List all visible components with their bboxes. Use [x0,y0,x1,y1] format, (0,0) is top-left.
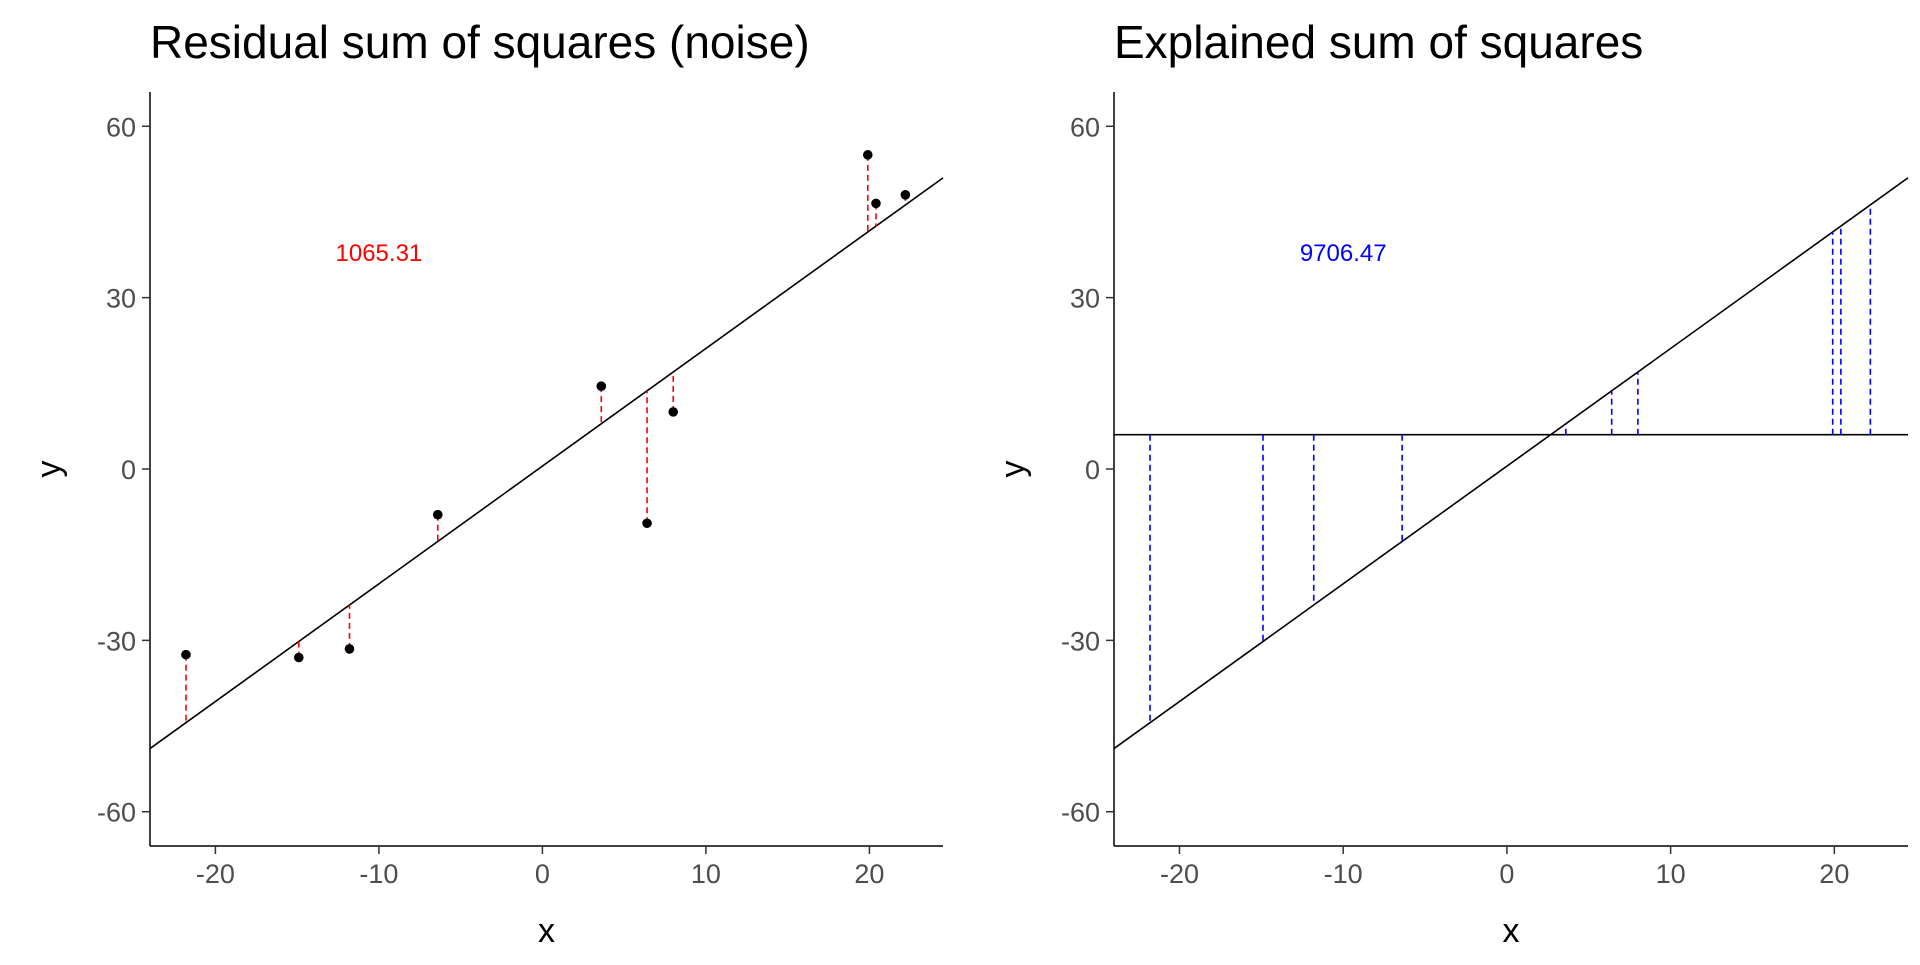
x-tick-label: 20 [854,859,884,889]
y-tick-label: -30 [97,626,136,656]
y-tick-label: 0 [1085,455,1100,485]
y-tick-label: -60 [97,798,136,828]
chart-title: Residual sum of squares (noise) [150,16,810,68]
regression-line [1113,177,1909,750]
data-point [181,649,191,660]
sum-of-squares-annotation: 9706.47 [1300,240,1387,267]
y-tick-label: 30 [1070,284,1100,314]
y-axis-label: y [994,461,1032,478]
data-point [344,644,355,654]
y-axis-label: y [30,461,68,478]
regression-line [149,177,944,750]
x-tick-label: 0 [535,859,550,889]
sum-of-squares-annotation: 1065.31 [336,240,423,267]
x-tick-label: 0 [1499,859,1514,889]
y-tick-label: 0 [121,455,136,485]
data-point [871,198,881,209]
y-tick-label: -60 [1061,798,1100,828]
x-tick-label: -10 [359,859,398,889]
data-point [642,518,652,529]
data-point [668,407,679,417]
y-tick-label: 60 [106,112,136,142]
x-tick-label: -20 [1160,859,1199,889]
y-tick-label: 30 [106,284,136,314]
data-point [900,190,911,200]
x-axis-label: x [1503,912,1520,950]
data-point [432,509,443,520]
x-tick-label: 10 [691,859,721,889]
y-tick-label: 60 [1070,112,1100,142]
x-tick-label: -10 [1324,859,1363,889]
x-tick-label: 20 [1819,859,1849,889]
x-axis-label: x [538,912,555,950]
x-tick-label: 10 [1656,859,1686,889]
x-tick-label: -20 [196,859,235,889]
data-point [862,150,873,160]
chart-title: Explained sum of squares [1114,16,1643,68]
y-tick-label: -30 [1061,626,1100,656]
data-point [293,652,304,663]
data-point [596,381,607,391]
